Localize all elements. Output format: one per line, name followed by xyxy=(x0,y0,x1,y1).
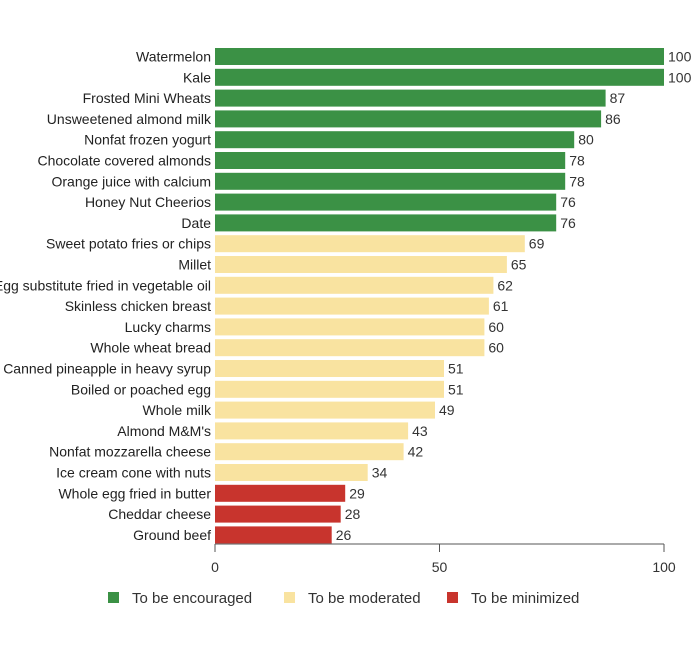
value-label-6: 78 xyxy=(569,153,585,169)
x-tick-label-50: 50 xyxy=(432,559,448,575)
value-label-3: 87 xyxy=(610,90,626,106)
value-label-12: 62 xyxy=(497,277,513,293)
value-label-13: 61 xyxy=(493,298,509,314)
bar-22 xyxy=(215,484,346,502)
category-label-20: Nonfat mozzarella cheese xyxy=(49,444,211,460)
bar-21 xyxy=(215,464,368,481)
x-tick-label-0: 0 xyxy=(211,559,219,575)
x-tick-label-100: 100 xyxy=(652,559,676,575)
value-label-24: 26 xyxy=(336,527,352,543)
value-label-8: 76 xyxy=(560,194,576,210)
value-label-17: 51 xyxy=(448,381,464,397)
bar-14 xyxy=(215,318,485,336)
value-label-11: 65 xyxy=(511,257,527,273)
bar-9 xyxy=(215,214,557,232)
value-label-7: 78 xyxy=(569,173,585,189)
value-label-2: 100 xyxy=(668,69,692,85)
category-label-3: Frosted Mini Wheats xyxy=(83,90,211,106)
bar-5 xyxy=(215,131,575,149)
value-label-4: 86 xyxy=(605,111,621,127)
value-label-5: 80 xyxy=(578,132,594,148)
bar-13 xyxy=(215,297,489,315)
value-label-14: 60 xyxy=(488,319,504,335)
category-label-10: Sweet potato fries or chips xyxy=(46,236,211,252)
category-label-16: Canned pineapple in heavy syrup xyxy=(3,361,211,377)
category-label-4: Unsweetened almond milk xyxy=(47,111,212,127)
category-label-2: Kale xyxy=(183,69,211,85)
value-label-20: 42 xyxy=(408,444,424,460)
value-label-23: 28 xyxy=(345,506,361,522)
bars-layer xyxy=(215,48,664,544)
category-label-14: Lucky charms xyxy=(125,319,211,335)
legend-swatch-encouraged xyxy=(108,592,119,603)
category-label-18: Whole milk xyxy=(143,402,212,418)
category-label-19: Almond M&M's xyxy=(117,423,211,439)
legend: To be encouraged To be moderated To be min… xyxy=(108,590,579,607)
category-label-15: Whole wheat bread xyxy=(90,340,211,356)
bar-2 xyxy=(215,68,664,86)
bar-11 xyxy=(215,256,507,273)
bar-3 xyxy=(215,89,606,107)
bar-24 xyxy=(215,526,332,544)
legend-swatch-minimized xyxy=(447,592,458,603)
category-label-23: Cheddar cheese xyxy=(108,506,211,522)
category-label-21: Ice cream cone with nuts xyxy=(56,465,211,481)
category-label-22: Whole egg fried in butter xyxy=(58,485,211,501)
category-label-5: Nonfat frozen yogurt xyxy=(84,132,211,148)
bar-18 xyxy=(215,401,435,419)
legend-label-moderated: To be moderated xyxy=(308,590,421,607)
x-axis: 0 50 100 xyxy=(211,543,676,575)
category-label-9: Date xyxy=(181,215,211,231)
category-label-1: Watermelon xyxy=(136,49,211,65)
category-label-11: Millet xyxy=(178,257,211,273)
bar-15 xyxy=(215,339,485,357)
category-label-24: Ground beef xyxy=(133,527,211,543)
category-label-6: Chocolate covered almonds xyxy=(37,153,211,169)
bar-20 xyxy=(215,443,404,461)
value-label-15: 60 xyxy=(488,340,504,356)
category-label-13: Skinless chicken breast xyxy=(65,298,211,314)
bar-23 xyxy=(215,505,341,523)
category-label-8: Honey Nut Cheerios xyxy=(85,194,211,210)
value-label-21: 34 xyxy=(372,465,388,481)
value-label-19: 43 xyxy=(412,423,428,439)
value-label-16: 51 xyxy=(448,361,464,377)
value-label-10: 69 xyxy=(529,236,545,252)
bar-17 xyxy=(215,380,444,398)
value-label-9: 76 xyxy=(560,215,576,231)
bar-6 xyxy=(215,152,566,169)
bar-10 xyxy=(215,235,525,253)
category-label-7: Orange juice with calcium xyxy=(51,173,211,189)
bar-12 xyxy=(215,276,494,294)
bar-7 xyxy=(215,172,566,190)
value-label-22: 29 xyxy=(349,485,365,501)
legend-label-encouraged: To be encouraged xyxy=(132,590,252,607)
bar-16 xyxy=(215,360,444,377)
category-label-17: Boiled or poached egg xyxy=(71,381,211,397)
value-label-18: 49 xyxy=(439,402,455,418)
value-label-1: 100 xyxy=(668,49,692,65)
legend-swatch-moderated xyxy=(284,592,295,603)
bar-19 xyxy=(215,422,409,440)
legend-label-minimized: To be minimized xyxy=(471,590,579,607)
category-label-12: Egg substitute fried in vegetable oil xyxy=(0,277,211,293)
bar-4 xyxy=(215,110,602,128)
bar-1 xyxy=(215,48,664,65)
bar-8 xyxy=(215,193,557,211)
category-labels-layer: Watermelon Kale Frosted Mini Wheats Unsweet… xyxy=(0,49,212,543)
